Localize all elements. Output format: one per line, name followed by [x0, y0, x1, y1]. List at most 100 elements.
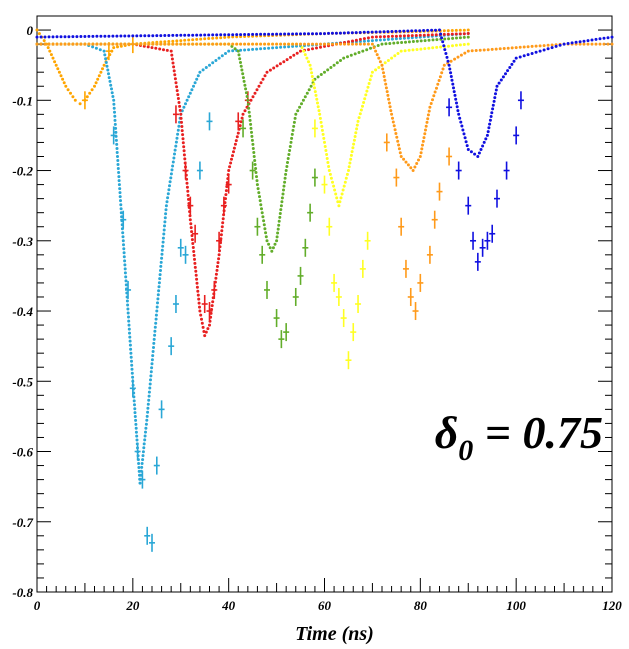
data-point — [510, 46, 514, 50]
data-point — [96, 77, 100, 81]
data-point — [421, 139, 425, 143]
data-point — [458, 32, 462, 36]
data-point — [121, 239, 125, 243]
data-point — [374, 30, 378, 34]
data-point — [43, 42, 47, 46]
data-point — [210, 304, 214, 308]
data-point — [336, 200, 340, 204]
data-point — [143, 34, 147, 38]
data-point — [413, 165, 417, 169]
data-point — [104, 57, 108, 61]
data-point — [334, 192, 338, 196]
data-point — [423, 47, 427, 51]
data-point — [123, 34, 127, 38]
data-point — [123, 267, 127, 271]
data-point — [128, 339, 132, 343]
data-point — [71, 95, 75, 99]
data-point — [506, 46, 510, 50]
data-point — [247, 106, 251, 110]
data-point — [574, 40, 578, 44]
data-point — [462, 43, 466, 46]
data-point — [610, 42, 614, 46]
data-point — [192, 253, 196, 257]
data-point — [318, 116, 322, 120]
data-point — [418, 29, 422, 33]
data-point — [170, 53, 174, 57]
data-point — [137, 462, 141, 465]
data-point — [308, 63, 312, 67]
data-point — [155, 309, 159, 313]
data-point — [211, 36, 215, 40]
data-point — [122, 247, 126, 251]
data-point — [292, 124, 296, 128]
data-point — [450, 29, 454, 32]
data-point — [59, 35, 63, 39]
data-point — [94, 46, 98, 50]
x-tick-label: 120 — [602, 598, 622, 613]
data-point — [161, 244, 165, 248]
data-point — [323, 44, 326, 48]
data-point — [419, 39, 423, 43]
data-point — [303, 32, 306, 36]
data-point — [262, 219, 266, 223]
data-point — [219, 237, 223, 241]
data-point — [195, 33, 199, 37]
data-point — [394, 132, 398, 135]
data-point — [208, 323, 211, 327]
data-point — [415, 162, 419, 165]
data-point — [410, 29, 414, 33]
data-point — [318, 112, 322, 116]
data-point — [384, 42, 388, 46]
data-point — [441, 67, 445, 71]
data-point — [107, 76, 111, 80]
data-point — [115, 151, 119, 154]
data-point — [273, 242, 277, 246]
data-point — [247, 48, 251, 52]
data-point — [385, 90, 389, 94]
series-1 — [35, 32, 470, 552]
data-point — [263, 74, 267, 78]
data-point — [214, 59, 218, 62]
data-point — [46, 46, 50, 50]
data-point — [349, 157, 353, 161]
data-point — [267, 242, 271, 246]
data-point — [426, 117, 430, 121]
data-point — [264, 231, 268, 235]
data-point — [526, 53, 530, 57]
data-point — [558, 43, 562, 47]
data-point — [255, 88, 259, 92]
data-point — [455, 36, 458, 40]
data-point — [198, 309, 202, 313]
data-point — [155, 34, 159, 38]
data-point — [235, 42, 239, 46]
data-point — [322, 136, 326, 140]
data-point — [169, 49, 173, 53]
data-point — [83, 42, 87, 46]
data-point — [159, 264, 163, 268]
data-point — [239, 61, 242, 64]
data-point — [193, 265, 197, 269]
data-point — [554, 44, 558, 48]
data-point — [335, 196, 339, 200]
data-point — [192, 250, 196, 253]
data-point — [522, 54, 526, 58]
data-point — [196, 293, 200, 297]
data-point — [267, 32, 271, 36]
data-point — [442, 44, 446, 48]
data-point — [315, 32, 318, 36]
data-point — [538, 49, 542, 53]
data-point — [59, 42, 63, 46]
data-point — [289, 140, 293, 144]
data-point — [252, 155, 256, 158]
data-point — [442, 32, 446, 36]
data-point — [482, 48, 486, 52]
data-point — [173, 73, 177, 77]
data-point — [179, 116, 183, 120]
series-6 — [35, 28, 614, 271]
data-point — [292, 120, 296, 124]
series-layer — [35, 28, 614, 552]
data-point — [364, 93, 368, 97]
data-point — [339, 59, 342, 62]
data-point — [458, 28, 462, 32]
plot-area-border — [36, 15, 613, 593]
